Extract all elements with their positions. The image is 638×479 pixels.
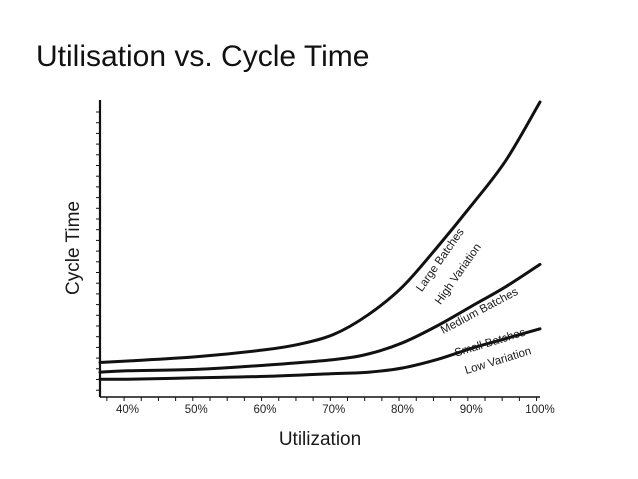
x-axis-title: Utilization [279,429,361,450]
series-large-batches-line [98,100,542,364]
axes: 40% 50% 60% 70% 80% 90% 100% [96,100,555,416]
x-tick-label: 50% [185,404,208,416]
x-tick-label: 100% [525,404,554,416]
y-axis-title: Cycle Time [63,201,84,295]
x-tick-label: 60% [253,404,276,416]
x-tick-label: 90% [460,404,483,416]
slide-title: Utilisation vs. Cycle Time [36,40,370,73]
x-tick-label: 70% [322,404,345,416]
x-tick-label: 80% [391,404,414,416]
series-group [98,100,542,381]
series-medium-batches-line [98,262,542,374]
series-small-batches-line [98,327,542,381]
x-tick-label: 40% [116,404,139,416]
